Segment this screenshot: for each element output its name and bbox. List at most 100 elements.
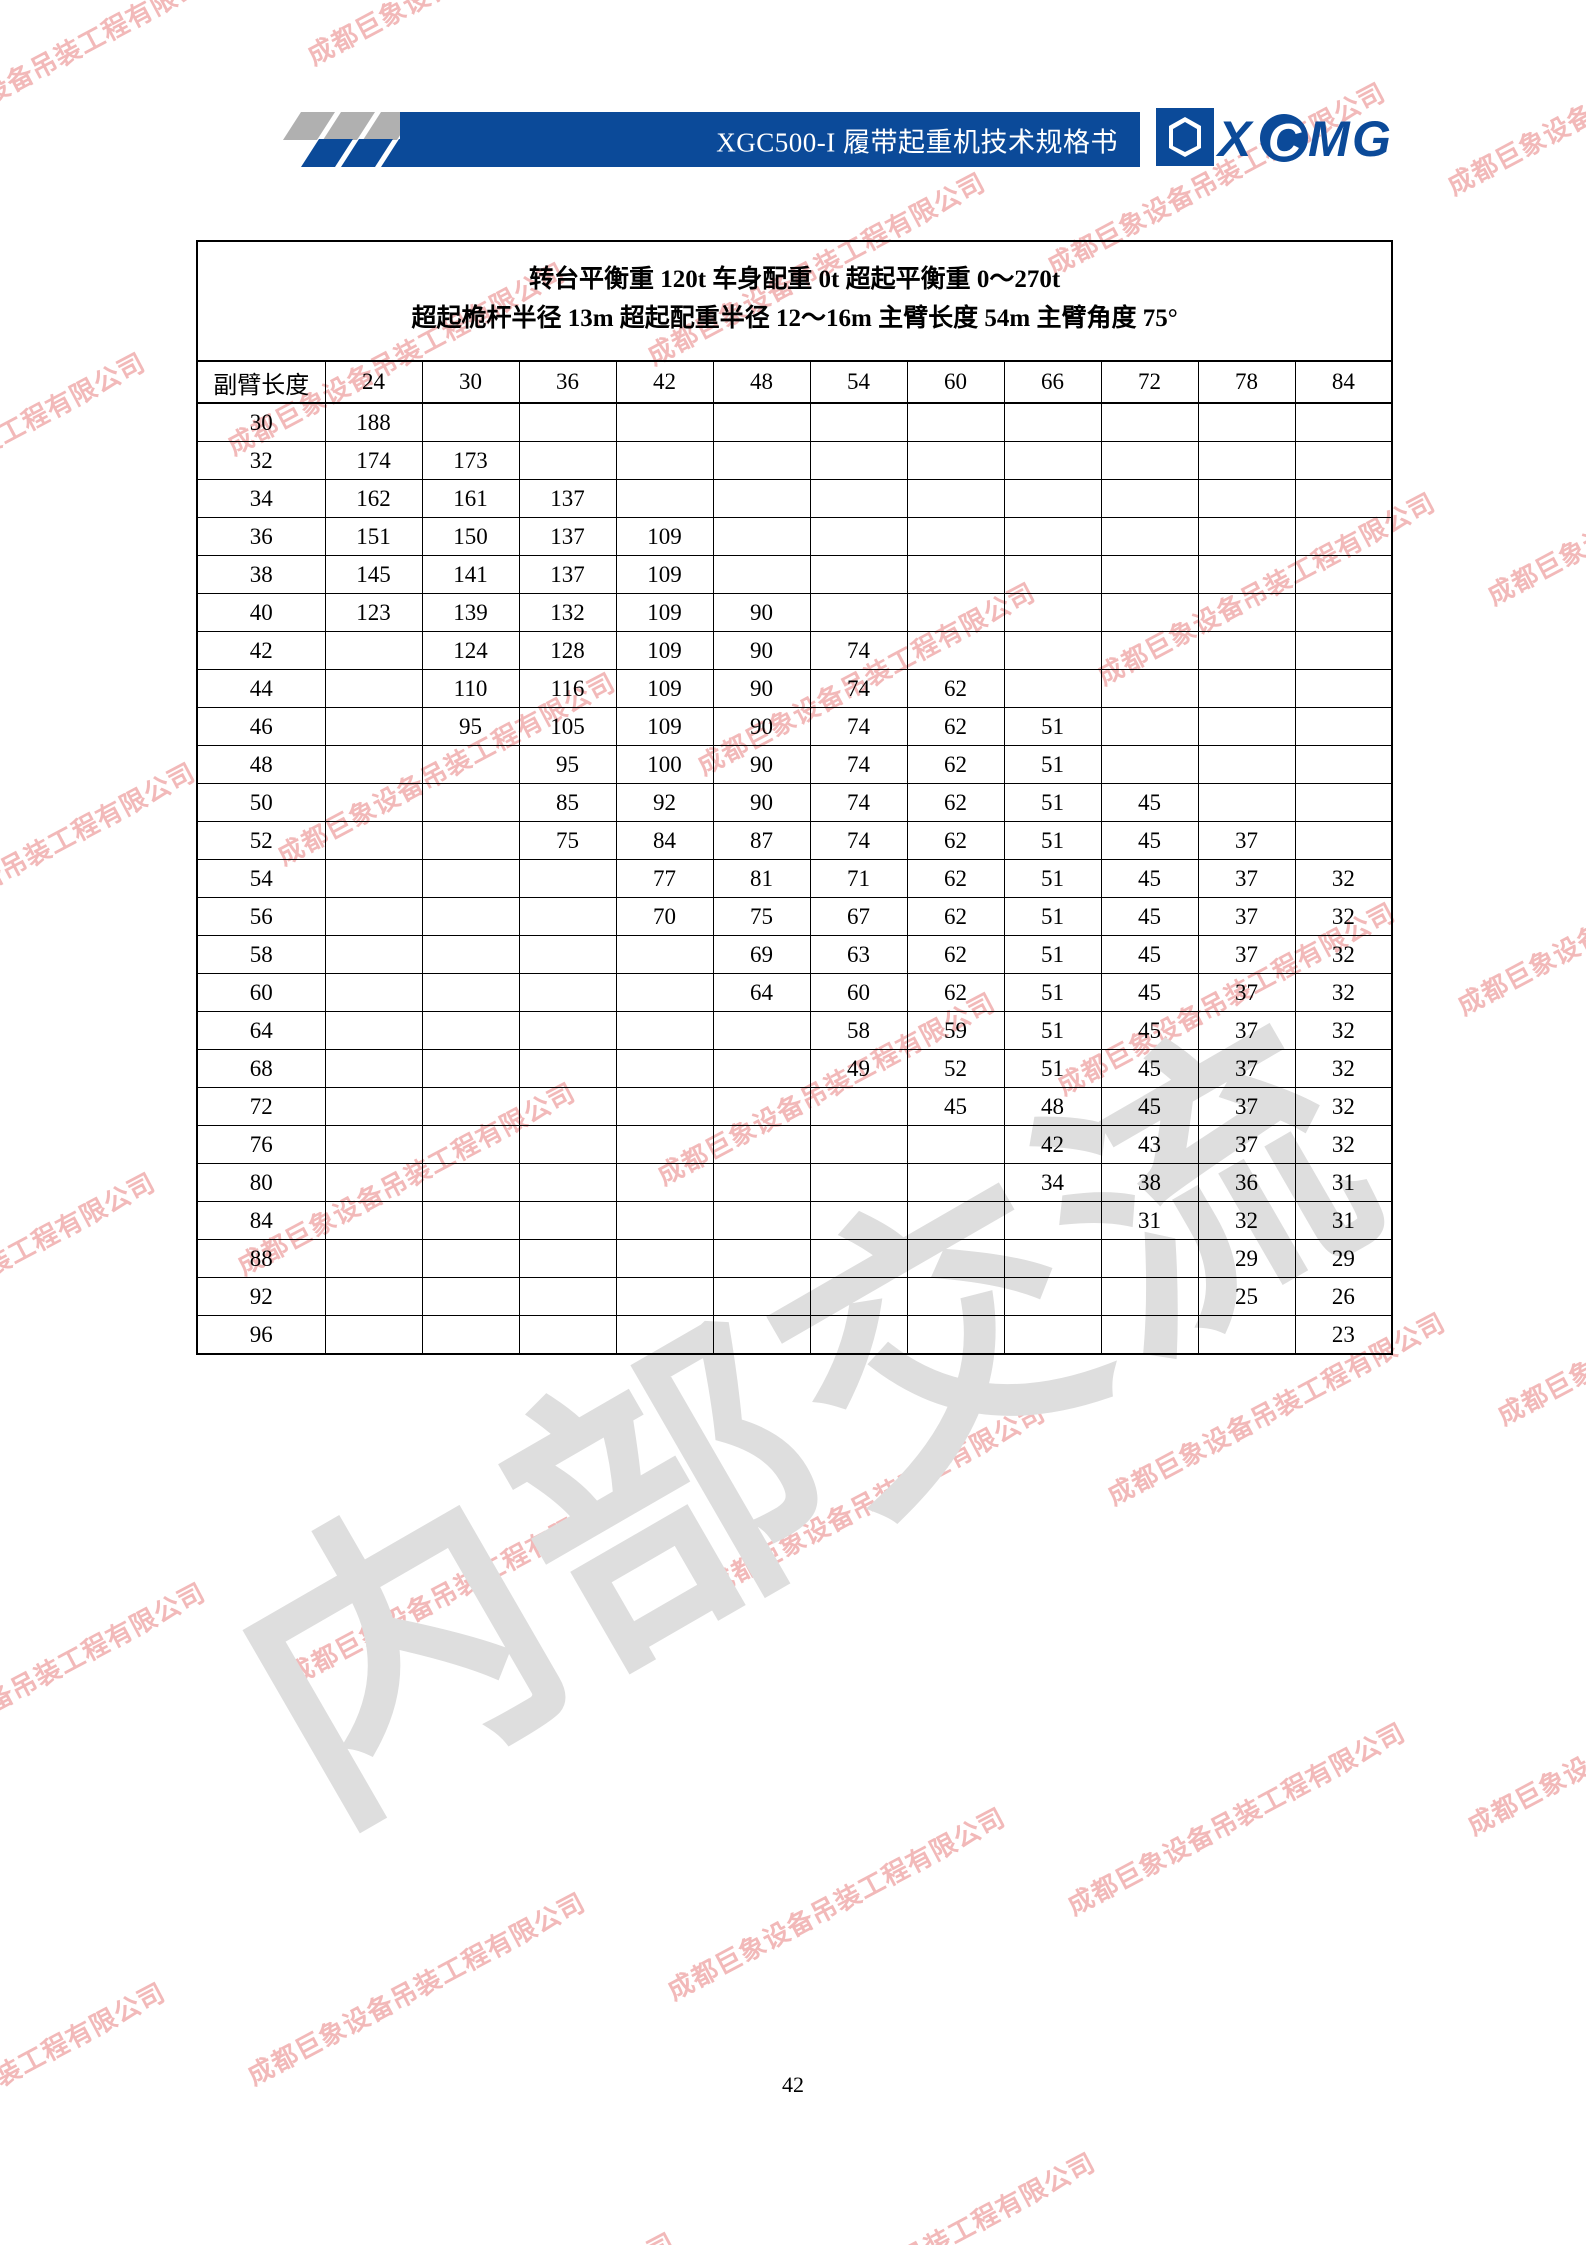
cell-empty bbox=[1003, 1239, 1102, 1278]
cell-value: 173 bbox=[421, 441, 520, 480]
cell-value: 75 bbox=[712, 897, 811, 936]
cell-value: 151 bbox=[324, 517, 423, 556]
cell-empty bbox=[518, 897, 617, 936]
cell-empty bbox=[906, 1239, 1005, 1278]
cell-value: 31 bbox=[1294, 1201, 1393, 1240]
cell-empty bbox=[712, 402, 811, 442]
cell-value: 62 bbox=[906, 669, 1005, 708]
cell-value: 62 bbox=[906, 821, 1005, 860]
cell-empty bbox=[1003, 669, 1102, 708]
cell-empty bbox=[518, 1239, 617, 1278]
cell-empty bbox=[1197, 745, 1296, 784]
cell-value: 42 bbox=[1003, 1125, 1102, 1164]
cell-empty bbox=[615, 1049, 714, 1088]
cell-value: 37 bbox=[1197, 1087, 1296, 1126]
cell-value: 84 bbox=[615, 821, 714, 860]
cell-value: 38 bbox=[1100, 1163, 1199, 1202]
table-row: 52 75 84 87 74 62 51 45 37 bbox=[196, 821, 1393, 860]
row-label-92: 92 bbox=[196, 1277, 326, 1316]
cell-empty bbox=[1294, 402, 1393, 442]
xcmg-logo: X M C G bbox=[1156, 108, 1396, 170]
cell-empty bbox=[1197, 631, 1296, 670]
cell-value: 77 bbox=[615, 859, 714, 898]
cell-value: 48 bbox=[1003, 1087, 1102, 1126]
cell-value: 62 bbox=[906, 745, 1005, 784]
cell-empty bbox=[1294, 707, 1393, 746]
cell-empty bbox=[1100, 517, 1199, 556]
cell-value: 74 bbox=[809, 745, 908, 784]
cell-empty bbox=[1197, 479, 1296, 518]
row-label-32: 32 bbox=[196, 441, 326, 480]
cell-value: 90 bbox=[712, 631, 811, 670]
cell-value: 100 bbox=[615, 745, 714, 784]
cell-empty bbox=[1100, 402, 1199, 442]
cell-empty bbox=[615, 1163, 714, 1202]
row-label-68: 68 bbox=[196, 1049, 326, 1088]
cell-value: 123 bbox=[324, 593, 423, 632]
cell-empty bbox=[712, 479, 811, 518]
cell-empty bbox=[421, 745, 520, 784]
cell-value: 145 bbox=[324, 555, 423, 594]
cell-value: 188 bbox=[324, 402, 423, 442]
table-row: 40 123 139 132 109 90 bbox=[196, 593, 1393, 632]
cell-value: 71 bbox=[809, 859, 908, 898]
cell-value: 137 bbox=[518, 555, 617, 594]
cell-empty bbox=[712, 517, 811, 556]
cell-empty bbox=[421, 1087, 520, 1126]
cell-empty bbox=[712, 1163, 811, 1202]
cell-empty bbox=[1197, 707, 1296, 746]
cell-value: 64 bbox=[712, 973, 811, 1012]
cell-value: 37 bbox=[1197, 859, 1296, 898]
cell-empty bbox=[324, 973, 423, 1012]
cell-empty bbox=[906, 441, 1005, 480]
cell-empty bbox=[421, 783, 520, 822]
cell-value: 45 bbox=[1100, 1011, 1199, 1050]
watermark-company-text: 成都巨象设备吊装工程有限公司 bbox=[0, 1167, 161, 1372]
table-row: 46 95 105 109 90 74 62 51 bbox=[196, 707, 1393, 746]
document-title: XGC500-I 履带起重机技术规格书 bbox=[716, 127, 1118, 157]
watermark-company-text: 成都巨象设备吊装工程有限公司 bbox=[0, 347, 151, 552]
cell-empty bbox=[1197, 783, 1296, 822]
cell-empty bbox=[1003, 517, 1102, 556]
cell-empty bbox=[1003, 1201, 1102, 1240]
table-row: 72 45 48 45 37 32 bbox=[196, 1087, 1393, 1126]
cell-empty bbox=[712, 1125, 811, 1164]
cell-empty bbox=[324, 1049, 423, 1088]
svg-text:X: X bbox=[1215, 111, 1254, 167]
cell-empty bbox=[615, 973, 714, 1012]
cell-empty bbox=[518, 1315, 617, 1355]
table-title-cell: 转台平衡重 120t 车身配重 0t 超起平衡重 0～270t 超起桅杆半径 1… bbox=[196, 240, 1393, 362]
cell-empty bbox=[518, 1277, 617, 1316]
cell-value: 62 bbox=[906, 783, 1005, 822]
cell-value: 45 bbox=[1100, 973, 1199, 1012]
cell-empty bbox=[1003, 555, 1102, 594]
cell-empty bbox=[615, 441, 714, 480]
cell-empty bbox=[1100, 1315, 1199, 1355]
cell-empty bbox=[809, 1125, 908, 1164]
cell-value: 95 bbox=[518, 745, 617, 784]
cell-empty bbox=[615, 1277, 714, 1316]
cell-empty bbox=[1294, 669, 1393, 708]
cell-value: 74 bbox=[809, 707, 908, 746]
header-title-bar: XGC500-I 履带起重机技术规格书 bbox=[400, 112, 1140, 167]
cell-value: 141 bbox=[421, 555, 520, 594]
row-label-96: 96 bbox=[196, 1315, 326, 1355]
cell-value: 26 bbox=[1294, 1277, 1393, 1316]
cell-value: 59 bbox=[906, 1011, 1005, 1050]
cell-value: 32 bbox=[1294, 897, 1393, 936]
table-title-line-1: 转台平衡重 120t 车身配重 0t 超起平衡重 0～270t bbox=[528, 266, 1061, 294]
cell-empty bbox=[421, 1163, 520, 1202]
cell-empty bbox=[324, 1239, 423, 1278]
cell-empty bbox=[324, 935, 423, 974]
cell-empty bbox=[1100, 1239, 1199, 1278]
cell-empty bbox=[421, 402, 520, 442]
cell-empty bbox=[906, 593, 1005, 632]
cell-empty bbox=[1100, 745, 1199, 784]
cell-value: 51 bbox=[1003, 973, 1102, 1012]
cell-empty bbox=[1294, 441, 1393, 480]
watermark-company-text: 成都巨象设备吊装工程有限公司 bbox=[1492, 1227, 1586, 1432]
cell-value: 32 bbox=[1294, 859, 1393, 898]
row-label-64: 64 bbox=[196, 1011, 326, 1050]
cell-value: 74 bbox=[809, 631, 908, 670]
watermark-company-text: 成都巨象设备吊装工程有限公司 bbox=[242, 1887, 591, 2092]
